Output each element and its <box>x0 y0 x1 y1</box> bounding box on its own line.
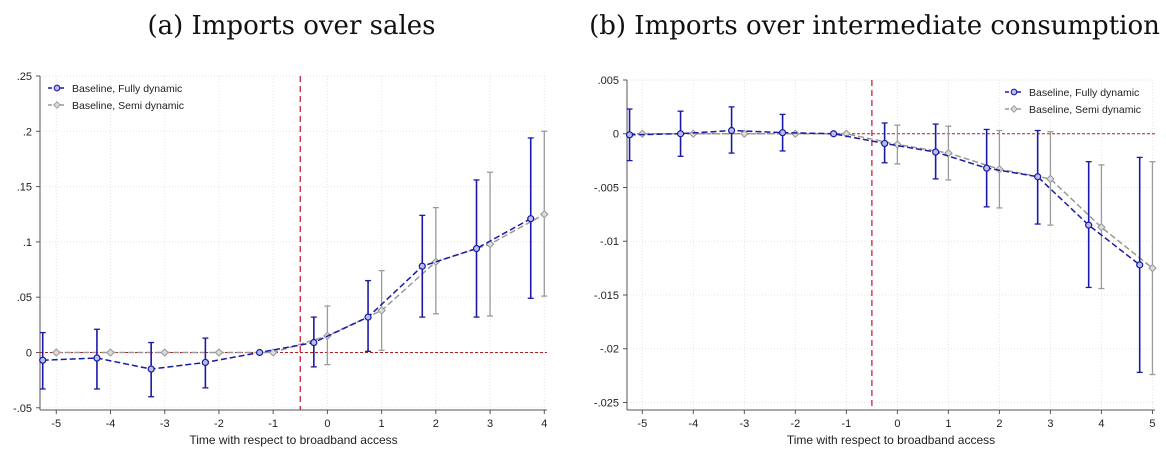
fully-dynamic-point <box>727 126 736 135</box>
y-tick-label: .2 <box>23 126 32 138</box>
chart-b: -.025 -.02 -.015 -.01 -.005 0 .005 -5 -4 -3 -2 -1 0 1… <box>594 75 1157 447</box>
fully-dynamic-point <box>1085 221 1093 229</box>
y-tick-label: -.05 <box>13 403 32 415</box>
semi-dynamic-point <box>1097 222 1106 232</box>
y-tick-label: 0 <box>26 347 32 359</box>
legend-label-semi: Baseline, Semi dynamic <box>1029 104 1141 116</box>
fully-dynamic-point <box>676 130 685 138</box>
y-tick-label: 0 <box>613 129 619 141</box>
semi-dynamic-point <box>160 348 169 357</box>
legend-marker-fully <box>1010 88 1018 96</box>
fully-dynamic-point <box>310 338 318 347</box>
x-tick-label: 3 <box>487 418 493 430</box>
fully-dynamic-point <box>201 358 209 367</box>
fully-dynamic-point <box>1136 261 1144 269</box>
y-tick-label: -.025 <box>594 397 619 409</box>
semi-series-line <box>56 210 548 354</box>
semi-dynamic-point <box>638 129 647 139</box>
x-tick-label: 2 <box>433 418 439 430</box>
x-tick-label: 1 <box>945 418 951 430</box>
legend-label-fully: Baseline, Fully dynamic <box>72 83 182 95</box>
legend-marker-semi <box>1010 105 1018 113</box>
x-tick-label: -4 <box>106 418 116 430</box>
legend-label-semi: Baseline, Semi dynamic <box>72 100 184 112</box>
x-tick-label: -1 <box>841 418 851 430</box>
fully-dynamic-point <box>625 131 634 139</box>
fully-dynamic-point <box>1034 173 1042 181</box>
x-tick-label: 4 <box>541 418 547 430</box>
y-tick-label: -.015 <box>594 290 619 302</box>
x-tick-label: -1 <box>268 418 278 430</box>
y-tick-label: .05 <box>17 292 32 304</box>
fully-dynamic-point <box>983 164 991 172</box>
x-tick-label: -4 <box>688 418 698 430</box>
legend-label-fully: Baseline, Fully dynamic <box>1029 87 1139 99</box>
fully-dynamic-point <box>256 348 264 357</box>
semi-dynamic-point <box>377 306 386 315</box>
panel-b-title: (b) Imports over intermediate consumptio… <box>589 11 1160 41</box>
semi-dynamic-point <box>995 164 1004 174</box>
fully-dynamic-point <box>39 356 47 364</box>
x-tick-label: -2 <box>790 418 800 430</box>
y-tick-label: .005 <box>598 75 619 87</box>
x-tick-label: 0 <box>894 418 900 430</box>
fully-dynamic-point <box>472 244 481 253</box>
fully-dynamic-point <box>147 365 155 373</box>
x-tick-label: -5 <box>51 418 61 430</box>
x-tick-label: 3 <box>1047 418 1053 430</box>
semi-dynamic-point <box>51 348 61 357</box>
semi-dynamic-point <box>268 348 278 357</box>
semi-dynamic-point <box>842 129 851 139</box>
x-tick-label: -3 <box>739 418 749 430</box>
x-tick-label: -2 <box>214 418 224 430</box>
legend-marker-semi <box>53 101 61 109</box>
x-tick-label: 5 <box>1149 418 1155 430</box>
semi-dynamic-point <box>214 348 224 357</box>
x-tick-label: 2 <box>996 418 1002 430</box>
semi-dynamic-point <box>1148 263 1157 273</box>
fully-dynamic-point <box>527 215 535 223</box>
x-tick-label: -5 <box>637 418 647 430</box>
semi-dynamic-point <box>106 348 115 357</box>
semi-dynamic-point <box>740 129 749 139</box>
x-axis-title: Time with respect to broadband access <box>787 433 995 447</box>
fully-series-line <box>42 218 532 370</box>
x-tick-label: -3 <box>160 418 170 430</box>
x-axis-title: Time with respect to broadband access <box>189 433 397 447</box>
legend-marker-fully <box>53 84 61 92</box>
panel-a-title: (a) Imports over sales <box>147 11 436 41</box>
y-tick-label: -.01 <box>600 236 619 248</box>
x-tick-label: 4 <box>1098 418 1104 430</box>
y-tick-label: .15 <box>17 182 32 194</box>
y-tick-label: -.005 <box>594 182 619 194</box>
x-tick-label: 1 <box>379 418 385 430</box>
semi-dynamic-point <box>1046 174 1055 184</box>
y-tick-label: .1 <box>23 237 32 249</box>
fully-dynamic-point <box>830 130 838 138</box>
fully-dynamic-point <box>93 354 101 362</box>
fully-dynamic-point <box>881 139 889 148</box>
semi-dynamic-point <box>540 209 549 219</box>
chart-a: -.05 0 .05 .1 .15 .2 .25 -5 -4 -3 -2 -1 0 1 2 3 4 Time wi… <box>13 71 549 447</box>
fully-dynamic-point <box>778 129 787 137</box>
fully-dynamic-point <box>364 313 372 321</box>
semi-dynamic-point <box>689 129 698 139</box>
y-tick-label: .25 <box>17 71 32 83</box>
y-tick-label: -.02 <box>600 344 619 356</box>
semi-dynamic-point <box>791 129 800 139</box>
x-tick-label: 0 <box>324 418 330 430</box>
fully-dynamic-point <box>932 148 940 156</box>
fully-dynamic-point <box>418 262 426 270</box>
